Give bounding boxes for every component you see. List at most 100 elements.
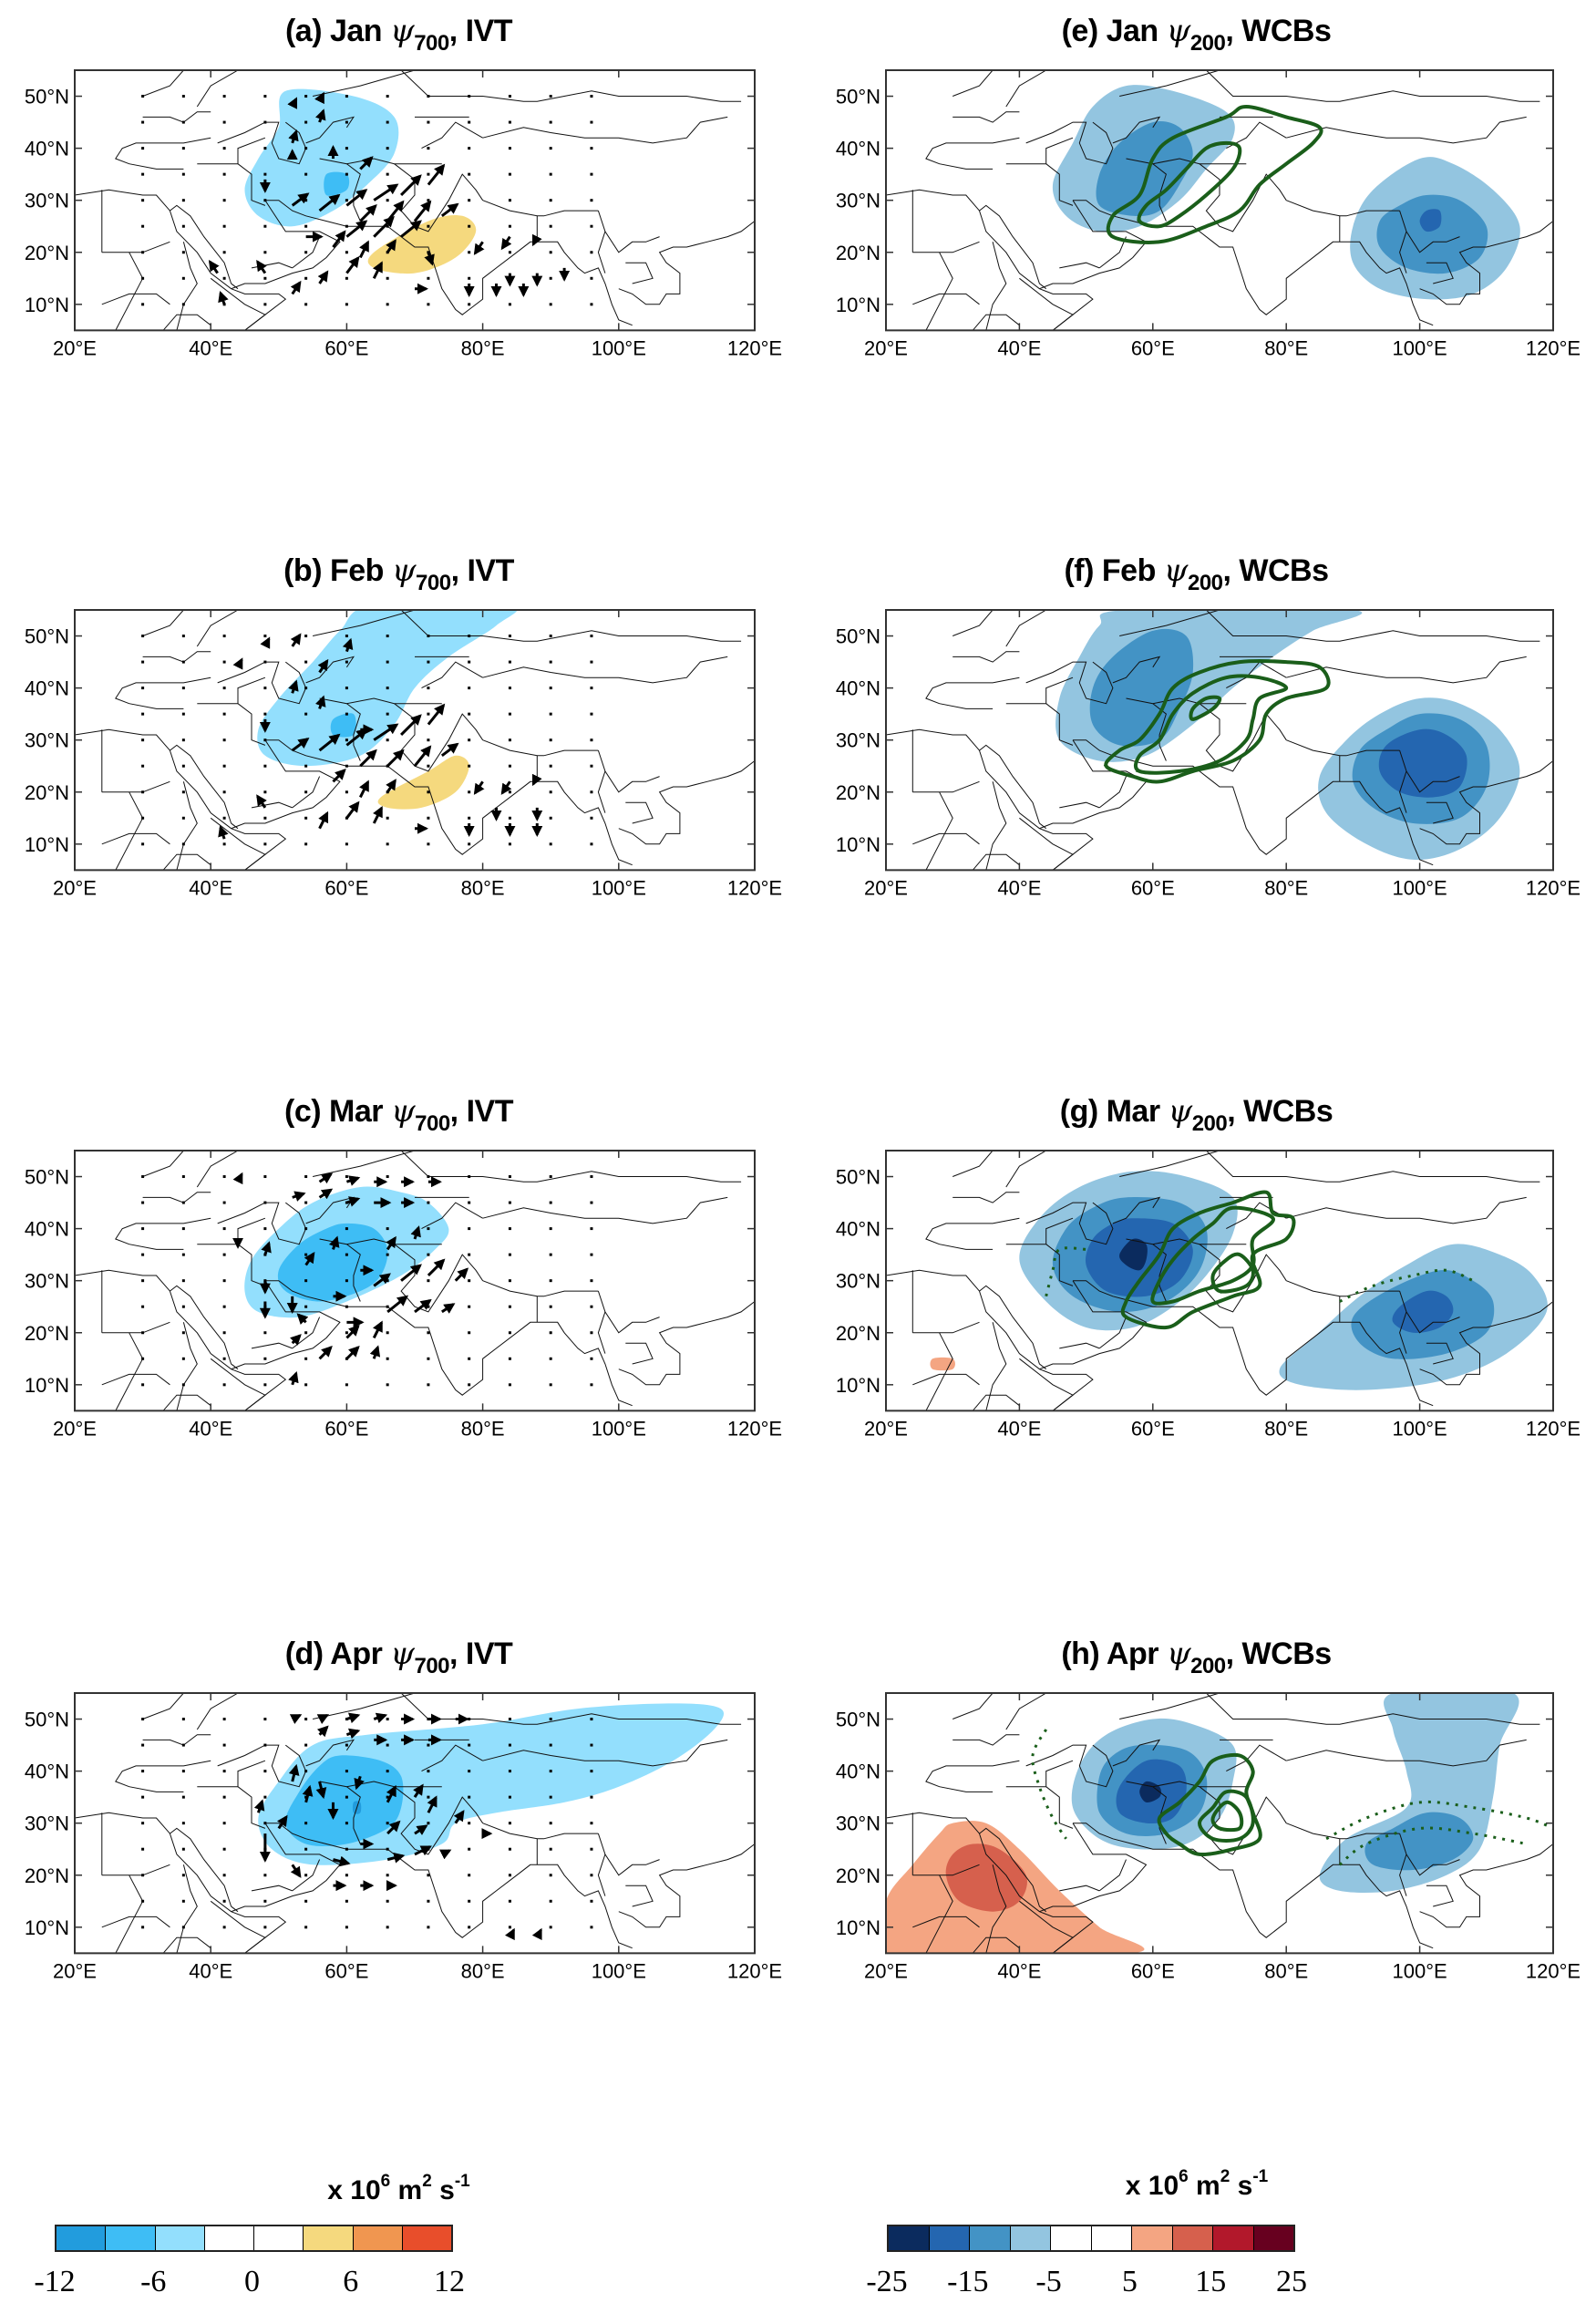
ivt-vector-weak — [386, 635, 389, 638]
anomaly-region — [324, 171, 350, 196]
ivt-vector-weak — [263, 738, 267, 742]
ivt-vector-weak — [590, 1279, 593, 1283]
ivt-vector-weak — [508, 1383, 511, 1387]
ivt-vector — [400, 1264, 422, 1282]
ivt-vector-weak — [508, 1874, 511, 1877]
ivt-vector — [345, 1175, 361, 1186]
title-psi-symbol: ψ — [390, 1093, 416, 1130]
ivt-vector-weak — [345, 1926, 348, 1929]
ivt-vector-weak — [386, 276, 389, 280]
map-boundary-line — [176, 781, 198, 871]
title-psi-symbol: ψ — [390, 13, 415, 49]
map-boundary-line — [1152, 1781, 1247, 1788]
map-boundary-line — [972, 1394, 1020, 1411]
map-boundary-line — [421, 121, 483, 150]
ivt-vector-weak — [549, 712, 552, 716]
ivt-vector-weak — [427, 635, 430, 638]
panel-title: (d) Apr ψ700, IVT — [0, 1636, 798, 1679]
y-tick-label: 50°N — [25, 1166, 69, 1189]
ivt-vector-weak — [468, 199, 471, 202]
ivt-vector-weak — [304, 1743, 308, 1747]
ivt-vector — [373, 1273, 391, 1287]
x-tick-label: 40°E — [997, 876, 1041, 899]
ivt-vector — [531, 233, 542, 247]
ivt-vector-weak — [468, 172, 471, 176]
ivt-vector-weak — [141, 1770, 145, 1773]
ivt-vector — [317, 658, 329, 674]
map-boundary-line — [400, 1151, 742, 1182]
map-boundary-line — [625, 1885, 654, 1907]
ivt-vector-weak — [549, 1874, 552, 1877]
ivt-vector-weak — [222, 1899, 226, 1903]
ivt-vector — [317, 270, 329, 284]
map-boundary-line — [292, 776, 321, 809]
ivt-vector-weak — [304, 1847, 308, 1851]
ivt-vector — [386, 239, 396, 253]
ivt-vector-weak — [590, 1201, 593, 1204]
ivt-vector-weak — [304, 1770, 308, 1773]
ivt-vector-weak — [427, 95, 430, 98]
ivt-vector-weak — [304, 1175, 308, 1179]
map-boundary-line — [237, 1217, 266, 1244]
ivt-vector-weak — [263, 276, 267, 280]
map-boundary-line — [925, 252, 953, 331]
map-boundary-line — [162, 853, 211, 871]
map-boundary-line — [1419, 1301, 1553, 1386]
ivt-vector-weak — [345, 1383, 348, 1387]
wcb-contour — [1189, 695, 1222, 721]
map-boundary-line — [1286, 1196, 1527, 1224]
ivt-vector — [287, 97, 298, 109]
wcb-contour — [1197, 1789, 1255, 1843]
map-boundary-line — [101, 241, 170, 253]
map-boundary-line — [231, 1280, 341, 1370]
map-boundary-line — [305, 1739, 355, 1767]
ivt-vector-weak — [590, 764, 593, 768]
y-tick-label: 20°N — [25, 781, 69, 804]
ivt-vector-weak — [141, 1305, 145, 1308]
x-tick-label: 40°E — [189, 336, 232, 359]
ivt-vector-weak — [141, 1847, 145, 1851]
ivt-vector-weak — [508, 251, 511, 254]
ivt-vector-weak — [263, 1227, 267, 1231]
ivt-vector — [531, 773, 542, 787]
ivt-vector-weak — [181, 251, 185, 254]
ivt-vector-weak — [386, 790, 389, 794]
ivt-vector-weak — [508, 660, 511, 664]
ivt-vector-weak — [468, 1926, 471, 1929]
ivt-vector-weak — [304, 1201, 308, 1204]
title-level-subscript: 700 — [416, 571, 451, 595]
ivt-vector-weak — [345, 172, 348, 176]
map-boundary-line — [1426, 1342, 1454, 1365]
ivt-vector — [318, 1345, 333, 1360]
ivt-vector-weak — [222, 172, 226, 176]
ivt-vector-weak — [181, 1795, 185, 1799]
ivt-vector-weak — [304, 95, 308, 98]
ivt-vector-weak — [549, 687, 552, 690]
ivt-vector-weak — [304, 816, 308, 820]
ivt-vector-weak — [263, 251, 267, 254]
ivt-vector — [427, 163, 446, 186]
map-boundary-line — [115, 676, 211, 709]
title-suffix: , IVT — [448, 14, 513, 48]
map-boundary-line — [985, 1864, 1007, 1954]
ivt-vector-weak — [222, 1357, 226, 1360]
map-boundary-line — [886, 728, 1094, 871]
map-boundary-line — [115, 1332, 144, 1411]
ivt-vector-weak — [222, 1201, 226, 1204]
map-boundary-line — [142, 1151, 184, 1177]
map-boundary-line — [1286, 656, 1527, 684]
ivt-vector-weak — [141, 1383, 145, 1387]
ivt-vector-weak — [386, 1305, 389, 1308]
ivt-vector-weak — [590, 1253, 593, 1256]
ivt-vector-weak — [549, 1201, 552, 1204]
map-boundary-line — [1286, 116, 1527, 144]
ivt-vector-weak — [468, 1227, 471, 1231]
ivt-vector-weak — [590, 1822, 593, 1825]
map-boundary-line — [1112, 656, 1161, 684]
ivt-vector-weak — [508, 224, 511, 228]
ivt-vector-weak — [263, 95, 267, 98]
ivt-vector-weak — [222, 1822, 226, 1825]
map-boundary-line — [305, 656, 355, 684]
map-boundary-line — [1039, 1823, 1148, 1913]
map-boundary-line — [482, 1280, 599, 1297]
